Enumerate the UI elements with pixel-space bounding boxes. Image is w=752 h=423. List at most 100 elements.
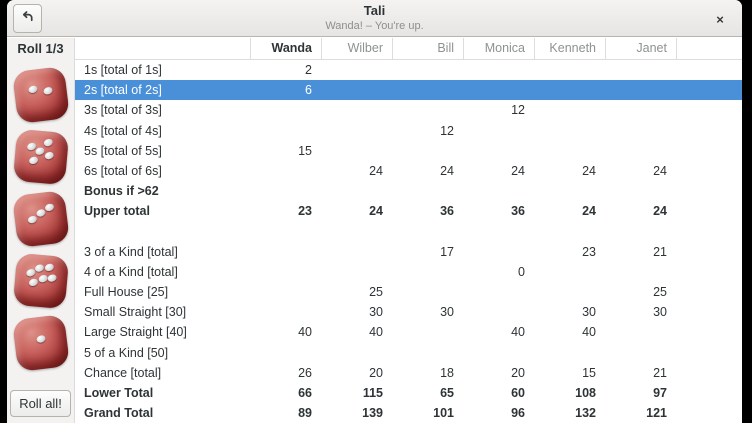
die-pip [37, 274, 47, 284]
die-pip [27, 214, 37, 224]
score-row-label: Upper total [84, 204, 150, 219]
player-column-header-kenneth: Kenneth [534, 38, 605, 59]
score-cell [321, 343, 392, 363]
row-filler [676, 302, 742, 322]
row-filler [676, 383, 742, 403]
score-cell [463, 141, 534, 161]
score-cell [392, 60, 463, 80]
row-filler [676, 201, 742, 221]
table-header: Wanda Wilber Bill Monica Kenneth Janet [75, 38, 742, 60]
score-cell: 30 [440, 305, 454, 320]
score-cell: 89 [298, 406, 312, 421]
die-5-value-1[interactable] [11, 314, 70, 372]
player-column-header-monica: Monica [463, 38, 534, 59]
score-row-label: Lower Total [84, 386, 154, 400]
score-row[interactable]: 2s [total of 2s] 6 [75, 80, 742, 101]
score-row[interactable]: Large Straight [40] 40 40 40 40 [75, 322, 742, 342]
score-row[interactable]: Lower Total 66 115 65 60 108 97 [75, 383, 742, 403]
row-filler [676, 80, 742, 100]
score-row-label: 3 of a Kind [total] [84, 244, 178, 259]
score-cell [321, 80, 392, 100]
score-row[interactable]: 5s [total of 5s] 15 [75, 141, 742, 161]
die-pip [26, 142, 36, 152]
score-row[interactable]: 5 of a Kind [50] [75, 343, 742, 363]
score-cell: 24 [582, 163, 596, 178]
row-filler [676, 141, 742, 161]
row-filler [676, 403, 742, 423]
score-cell [534, 181, 605, 201]
row-filler [676, 242, 742, 262]
score-cell: 40 [511, 325, 525, 340]
score-cell: 24 [369, 204, 383, 219]
score-row-label: Grand Total [84, 406, 154, 421]
header-filler [676, 38, 742, 59]
score-cell: 101 [433, 406, 454, 421]
back-button[interactable] [13, 4, 42, 33]
score-row[interactable] [75, 222, 742, 242]
tali-window: Tali Wanda! – You're up. × Roll 1/3 Roll… [7, 0, 742, 423]
score-row[interactable]: Full House [25] 25 25 [75, 282, 742, 302]
score-cell [321, 141, 392, 161]
score-row[interactable]: 3s [total of 3s] 12 [75, 100, 742, 120]
score-row[interactable]: 1s [total of 1s] 2 [75, 60, 742, 80]
category-column-header [75, 38, 250, 59]
score-row[interactable]: 3 of a Kind [total] 17 23 21 [75, 242, 742, 262]
die-pip [44, 151, 54, 161]
score-cell [392, 222, 463, 242]
score-table: Wanda Wilber Bill Monica Kenneth Janet 1s [to… [75, 38, 742, 423]
die-1-value-2[interactable] [11, 66, 70, 124]
score-cell: 121 [646, 406, 667, 421]
score-cell: 132 [575, 406, 596, 421]
die-4-value-6[interactable] [12, 252, 69, 310]
close-button[interactable]: × [716, 11, 724, 27]
score-cell [605, 181, 676, 201]
score-cell [463, 181, 534, 201]
die-pip [28, 84, 38, 94]
score-cell [605, 121, 676, 141]
score-cell [463, 80, 534, 100]
score-row[interactable]: Grand Total 89 139 101 96 132 121 [75, 403, 742, 423]
score-row[interactable]: 6s [total of 6s] 24 24 24 24 24 [75, 161, 742, 181]
score-cell [463, 302, 534, 322]
score-row-label: 5s [total of 5s] [84, 143, 162, 158]
score-row[interactable]: 4 of a Kind [total] 0 [75, 262, 742, 282]
player-column-header-wanda: Wanda [250, 38, 321, 59]
die-pip [28, 278, 39, 288]
die-face [21, 134, 61, 171]
score-cell: 21 [653, 365, 667, 380]
score-row[interactable]: 4s [total of 4s] 12 [75, 121, 742, 141]
row-filler [676, 262, 742, 282]
score-cell: 30 [369, 305, 383, 320]
score-cell [321, 181, 392, 201]
score-cell [534, 282, 605, 302]
score-cell: 36 [511, 204, 525, 219]
score-cell [534, 343, 605, 363]
score-cell [534, 222, 605, 242]
die-pip [35, 208, 46, 218]
score-cell: 15 [298, 143, 312, 158]
die-3-value-3[interactable] [11, 190, 70, 248]
row-filler [676, 100, 742, 120]
score-cell [321, 121, 392, 141]
score-cell [392, 262, 463, 282]
score-cell [463, 222, 534, 242]
score-row[interactable]: Small Straight [30] 30 30 30 30 [75, 302, 742, 322]
score-cell [605, 343, 676, 363]
score-cell: 23 [582, 244, 596, 259]
score-row[interactable]: Upper total 23 24 36 36 24 24 [75, 201, 742, 221]
die-2-value-5[interactable] [12, 128, 69, 186]
score-cell [321, 242, 392, 262]
score-row[interactable]: Chance [total] 26 20 18 20 15 21 [75, 363, 742, 383]
score-row-label: 4 of a Kind [total] [84, 264, 178, 279]
score-cell: 24 [653, 163, 667, 178]
row-filler [676, 322, 742, 342]
score-cell: 20 [511, 365, 525, 380]
score-cell [605, 262, 676, 282]
score-cell [321, 262, 392, 282]
score-cell: 97 [653, 386, 667, 400]
roll-all-button[interactable]: Roll all! [10, 390, 71, 417]
table-body: 1s [total of 1s] 2 2s [total of 2s] 6 3s… [75, 60, 742, 423]
score-row[interactable]: Bonus if >62 [75, 181, 742, 201]
score-row-label: Small Straight [30] [84, 305, 187, 320]
score-cell: 30 [582, 305, 596, 320]
